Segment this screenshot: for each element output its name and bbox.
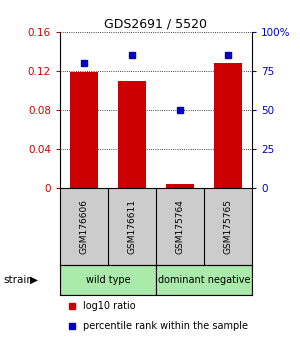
Text: dominant negative: dominant negative	[158, 275, 250, 285]
Text: log10 ratio: log10 ratio	[83, 301, 136, 311]
Text: percentile rank within the sample: percentile rank within the sample	[83, 321, 248, 331]
Text: strain: strain	[3, 275, 33, 285]
Bar	[118, 81, 146, 188]
Text: wild type: wild type	[86, 275, 130, 285]
Bar	[166, 183, 194, 188]
Bar	[70, 72, 98, 188]
Text: GSM175765: GSM175765	[224, 199, 232, 254]
Text: GSM176611: GSM176611	[128, 199, 136, 254]
Title: GDS2691 / 5520: GDS2691 / 5520	[104, 18, 208, 31]
Bar	[156, 265, 252, 295]
Text: ▶: ▶	[30, 275, 38, 285]
Text: GSM175764: GSM175764	[176, 199, 184, 254]
Bar	[214, 63, 242, 188]
Text: GSM176606: GSM176606	[80, 199, 88, 254]
Bar	[60, 265, 156, 295]
